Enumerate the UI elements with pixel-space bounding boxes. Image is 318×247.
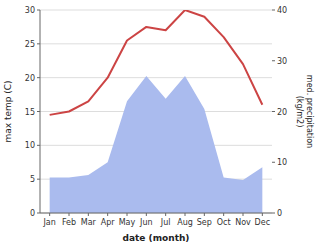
x-tick-label: Feb [62,218,76,227]
grid-line [40,43,272,44]
x-tick [262,213,263,216]
grid-line [40,213,272,214]
y2-tick-label: 30 [277,57,287,66]
x-tick-label: Nov [235,218,251,227]
y-tick-label: 0 [30,209,35,218]
x-tick-label: Aug [177,218,193,227]
x-tick [165,213,166,216]
x-tick-label: May [119,218,136,227]
plot-area [50,10,263,213]
chart-container: 0 5 10 15 20 25 30 0 10 20 30 40 Jan Feb Mar AprMayJun J… [0,0,318,247]
x-tick-label: Sep [197,218,212,227]
x-tick-label: Jan [42,218,55,227]
x-tick [88,213,89,216]
y2-tick [272,162,275,163]
y-tick-label: 20 [25,74,35,83]
y-tick-label: 5 [30,175,35,184]
x-tick [49,213,50,216]
y2-tick [272,10,275,11]
x-tick-label: Apr [101,218,116,227]
x-tick [69,213,70,216]
grid-line [40,10,272,11]
y-axis-label: max temp (C) [3,80,13,142]
y2-tick-label: 20 [277,108,287,117]
y2-tick-label: 40 [277,6,287,15]
x-tick-label: Oct [217,218,231,227]
x-tick-label: Jul [160,218,171,227]
background [0,0,318,247]
temperature-line [50,10,263,115]
x-tick [223,213,224,216]
grid-line [40,77,272,78]
x-tick [107,213,108,216]
y2-axis-label: med. precipitation(kg/m2) [295,75,314,148]
x-tick [204,213,205,216]
x-axis-label: date (month) [123,233,190,243]
y2-tick [272,213,275,214]
y2-tick-label: 10 [277,158,287,167]
x-tick-label: Dec [255,218,270,227]
y2-tick [272,60,275,61]
y-tick-label: 25 [25,40,35,49]
y2-tick-label: 0 [277,209,282,218]
y-tick-label: 15 [25,108,35,117]
x-tick [243,213,244,216]
x-axis-line [40,213,272,214]
x-tick [185,213,186,216]
precipitation-area [50,76,263,213]
chart: 0 5 10 15 20 25 30 0 10 20 30 40 Jan Feb Mar AprMayJun J… [0,0,318,247]
y-tick-label: 10 [25,141,35,150]
y-axis-line [40,10,41,213]
x-tick [127,213,128,216]
x-tick-label: Mar [81,218,97,227]
x-tick [146,213,147,216]
y2-tick [272,111,275,112]
x-tick-label: Jun [139,218,153,227]
y-tick-label: 30 [25,6,35,15]
